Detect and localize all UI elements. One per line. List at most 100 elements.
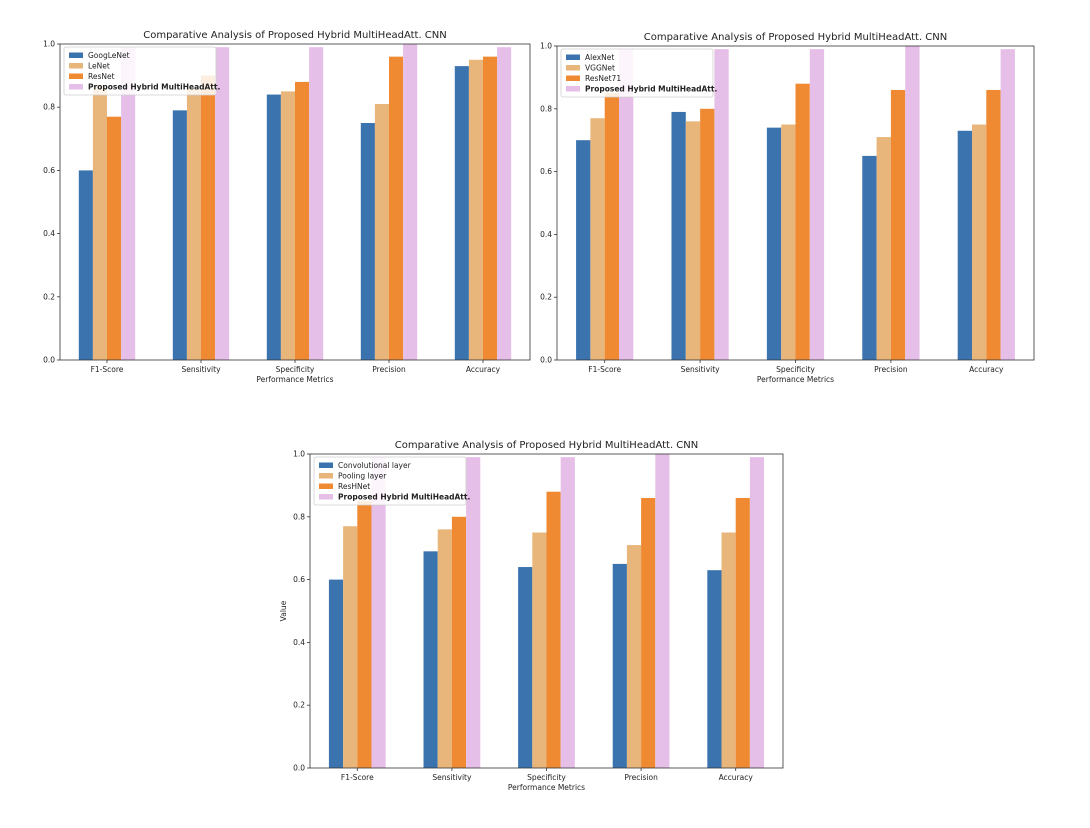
bar-proposed-hybrid-multiheadatt--specificity — [560, 457, 575, 768]
legend-label: LeNet — [88, 62, 110, 71]
y-tick-label: 0.2 — [43, 292, 55, 301]
bar-proposed-hybrid-multiheadatt--precision — [905, 46, 920, 360]
x-tick-label: Specificity — [776, 365, 815, 374]
bar-alexnet-precision — [862, 155, 877, 360]
y-tick-label: 0.8 — [293, 512, 305, 521]
y-axis-label: Value — [279, 600, 288, 621]
x-tick-label: Accuracy — [466, 365, 501, 374]
bar-resnet71-accuracy — [986, 89, 1001, 361]
legend-label: Proposed Hybrid MultiHeadAtt. — [585, 85, 717, 94]
x-tick-label: Specificity — [527, 773, 566, 782]
legend-box — [313, 456, 467, 506]
bar-resnet71-f1-score — [604, 93, 620, 360]
x-tick-label: F1-Score — [341, 773, 374, 782]
legend-swatch — [69, 63, 83, 69]
y-tick-label: 0.8 — [43, 103, 55, 112]
bar-proposed-hybrid-multiheadatt--sensitivity — [215, 47, 230, 360]
legend-swatch — [69, 73, 83, 79]
bar-convolutional-layer-specificity — [518, 567, 533, 768]
chart-title: Comparative Analysis of Proposed Hybrid … — [143, 30, 447, 41]
legend-swatch — [319, 494, 333, 500]
x-axis-label: Performance Metrics — [757, 375, 834, 384]
bar-proposed-hybrid-multiheadatt--accuracy — [1000, 49, 1015, 360]
x-tick-label: Accuracy — [969, 365, 1004, 374]
legend-label: ResNet71 — [585, 74, 621, 83]
legend-swatch — [69, 84, 83, 90]
legend-label: VGGNet — [585, 64, 615, 73]
bar-pooling-layer-specificity — [532, 532, 547, 768]
bar-reshnet-specificity — [546, 491, 561, 768]
y-tick-label: 1.0 — [293, 450, 305, 459]
bar-proposed-hybrid-multiheadatt--specificity — [309, 47, 324, 360]
bar-alexnet-f1-score — [576, 140, 591, 360]
y-tick-label: 1.0 — [540, 42, 552, 51]
bar-lenet-accuracy — [468, 59, 483, 361]
bar-pooling-layer-sensitivity — [437, 529, 452, 768]
bar-proposed-hybrid-multiheadatt--accuracy — [749, 457, 765, 768]
legend-label: ResHNet — [338, 482, 370, 491]
bar-proposed-hybrid-multiheadatt--precision — [655, 454, 670, 768]
y-tick-label: 1.0 — [43, 40, 55, 49]
bar-lenet-specificity — [280, 91, 295, 361]
bar-resnet-f1-score — [107, 116, 122, 361]
legend-label: ResNet — [88, 72, 115, 81]
legend-swatch — [69, 52, 83, 58]
bar-lenet-sensitivity — [186, 88, 201, 361]
legend-box — [63, 46, 217, 96]
y-tick-label: 0.4 — [293, 638, 305, 647]
bar-googlenet-f1-score — [78, 170, 93, 360]
bar-proposed-hybrid-multiheadatt--sensitivity — [714, 49, 729, 360]
x-tick-label: Sensitivity — [432, 773, 472, 782]
bar-vggnet-specificity — [781, 124, 796, 360]
y-tick-label: 0.0 — [293, 764, 305, 773]
bar-proposed-hybrid-multiheadatt--accuracy — [497, 47, 512, 360]
x-axis-label: Performance Metrics — [256, 375, 333, 384]
y-tick-label: 0.0 — [540, 356, 552, 365]
x-tick-label: F1-Score — [91, 365, 124, 374]
bar-proposed-hybrid-multiheadatt--specificity — [809, 49, 825, 360]
bar-proposed-hybrid-multiheadatt--f1-score — [121, 47, 136, 360]
x-tick-label: Precision — [372, 365, 406, 374]
bar-convolutional-layer-f1-score — [328, 579, 344, 768]
legend-swatch — [566, 75, 580, 81]
x-axis-label: Performance Metrics — [508, 783, 585, 792]
bar-convolutional-layer-precision — [612, 563, 627, 768]
bar-resnet-accuracy — [483, 56, 498, 360]
legend-swatch — [566, 65, 580, 71]
y-tick-label: 0.2 — [293, 701, 305, 710]
legend-label: AlexNet — [585, 53, 614, 62]
x-tick-label: Precision — [624, 773, 658, 782]
bar-alexnet-sensitivity — [671, 111, 686, 360]
legend-label: GoogLeNet — [88, 51, 130, 60]
bar-pooling-layer-precision — [626, 545, 642, 768]
bar-vggnet-accuracy — [971, 124, 987, 360]
bar-googlenet-specificity — [266, 94, 281, 360]
y-tick-label: 0.0 — [43, 356, 55, 365]
legend-swatch — [566, 86, 580, 92]
bar-proposed-hybrid-multiheadatt--precision — [403, 44, 418, 360]
bar-lenet-precision — [374, 104, 389, 360]
bar-alexnet-accuracy — [957, 130, 972, 360]
legend-box — [560, 48, 714, 98]
bar-convolutional-layer-sensitivity — [423, 551, 438, 768]
bar-resnet-precision — [389, 56, 404, 360]
x-tick-label: F1-Score — [588, 365, 621, 374]
bar-vggnet-precision — [876, 137, 891, 360]
bar-pooling-layer-f1-score — [343, 526, 358, 768]
bar-reshnet-precision — [641, 497, 656, 768]
y-tick-label: 0.6 — [540, 167, 552, 176]
bar-reshnet-sensitivity — [451, 516, 467, 768]
x-tick-label: Sensitivity — [681, 365, 721, 374]
bar-convolutional-layer-accuracy — [707, 570, 722, 768]
x-tick-label: Sensitivity — [181, 365, 221, 374]
chart-title: Comparative Analysis of Proposed Hybrid … — [395, 440, 699, 451]
y-tick-label: 0.4 — [43, 229, 55, 238]
y-tick-label: 0.6 — [293, 575, 305, 584]
bar-pooling-layer-accuracy — [721, 532, 736, 768]
bar-vggnet-sensitivity — [685, 121, 701, 360]
legend-label: Proposed Hybrid MultiHeadAtt. — [338, 493, 470, 502]
y-tick-label: 0.2 — [540, 293, 552, 302]
bar-resnet-sensitivity — [201, 75, 216, 360]
